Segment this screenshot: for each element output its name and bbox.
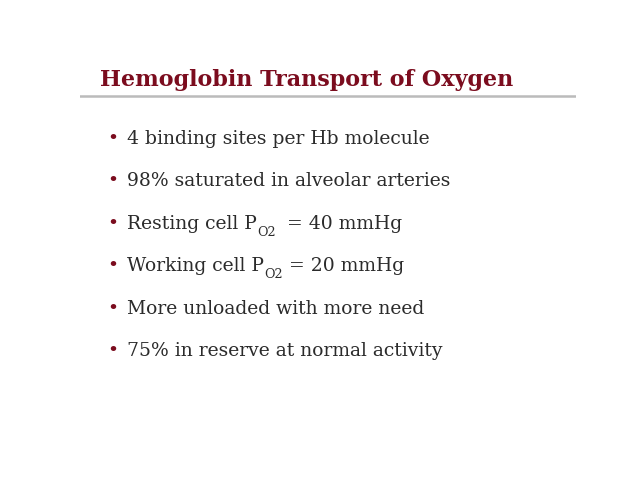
Text: •: • xyxy=(108,130,118,148)
Text: Hemoglobin Transport of Oxygen: Hemoglobin Transport of Oxygen xyxy=(100,69,513,91)
Text: •: • xyxy=(108,342,118,360)
Text: 98% saturated in alveolar arteries: 98% saturated in alveolar arteries xyxy=(127,172,451,191)
Text: 4 binding sites per Hb molecule: 4 binding sites per Hb molecule xyxy=(127,130,429,148)
Text: More unloaded with more need: More unloaded with more need xyxy=(127,300,424,318)
Text: O2: O2 xyxy=(257,226,275,239)
Text: = 20 mmHg: = 20 mmHg xyxy=(283,257,404,276)
Text: •: • xyxy=(108,257,118,276)
Text: Working cell P: Working cell P xyxy=(127,257,264,276)
Text: •: • xyxy=(108,172,118,191)
Text: •: • xyxy=(108,300,118,318)
Text: •: • xyxy=(108,215,118,233)
Text: Resting cell P: Resting cell P xyxy=(127,215,257,233)
Text: 75% in reserve at normal activity: 75% in reserve at normal activity xyxy=(127,342,443,360)
Text: O2: O2 xyxy=(264,268,283,281)
Text: = 40 mmHg: = 40 mmHg xyxy=(275,215,403,233)
